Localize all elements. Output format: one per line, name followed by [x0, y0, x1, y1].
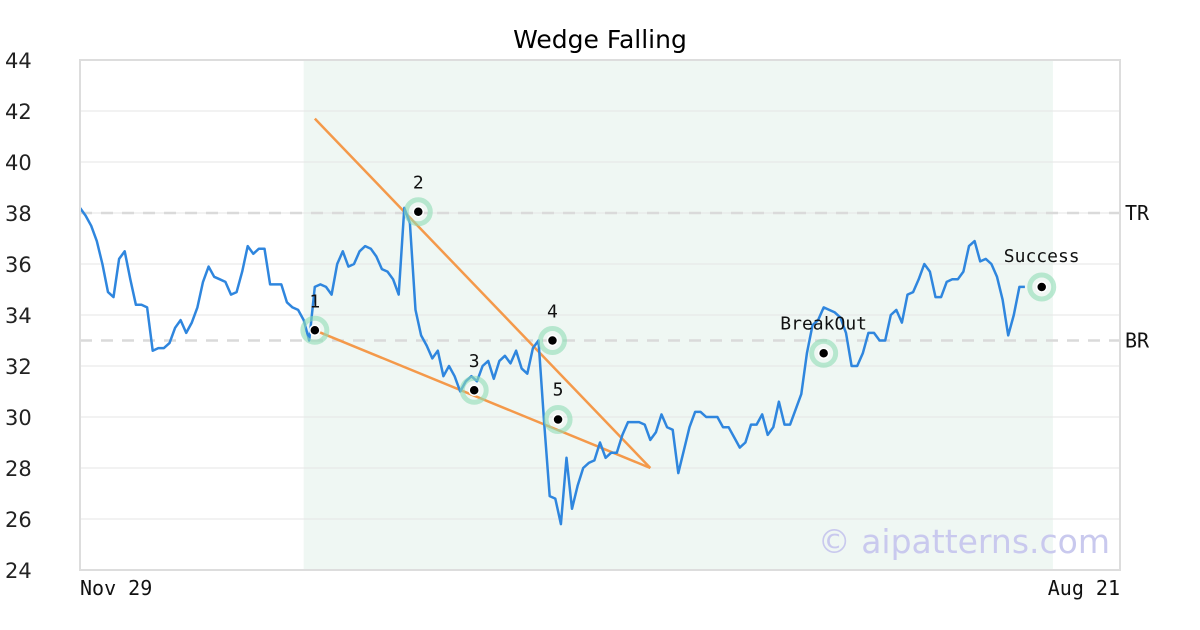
- y-tick-label: 44: [5, 49, 32, 73]
- point-halo: [537, 326, 567, 355]
- pattern-point: [468, 384, 480, 396]
- point-label: 1: [309, 291, 320, 312]
- pattern-point: [817, 347, 830, 359]
- point-label: 3: [469, 351, 480, 372]
- y-tick-label: 24: [5, 559, 32, 583]
- y-tick-label: 40: [5, 151, 32, 175]
- reference-line-label: BR: [1125, 329, 1150, 353]
- point-halo: [403, 197, 433, 227]
- point-halo: [459, 375, 489, 405]
- watermark: © aipatterns.com: [818, 522, 1110, 561]
- pattern-points: 1 2 3 4 5 BreakOut Success: [300, 173, 1080, 435]
- y-tick-label: 30: [5, 406, 32, 430]
- pattern-point: [412, 205, 425, 218]
- y-tick-label: 26: [5, 508, 32, 532]
- point-label: 4: [547, 302, 558, 323]
- y-tick-label: 36: [5, 253, 32, 277]
- price-line: [78, 206, 1025, 526]
- pattern-point: [552, 413, 564, 426]
- y-tick-label: 34: [5, 304, 32, 328]
- point-halo: [543, 405, 573, 435]
- y-tick-label: 32: [5, 355, 32, 379]
- chart-title: Wedge Falling: [513, 25, 687, 54]
- point-label: Success: [1004, 246, 1080, 267]
- pattern-point: [546, 334, 559, 347]
- y-tick-label: 42: [5, 100, 32, 124]
- point-halo: [300, 315, 330, 345]
- point-halo: [1027, 272, 1057, 302]
- point-label: BreakOut: [780, 313, 867, 334]
- point-halo: [809, 338, 839, 368]
- reference-line-label: TR: [1125, 201, 1150, 225]
- pattern-point: [309, 324, 321, 337]
- x-tick-label: Aug 21: [1048, 576, 1120, 600]
- plot-frame: [79, 59, 1121, 571]
- pattern-point: [1035, 281, 1048, 293]
- x-tick-label: Nov 29: [80, 576, 152, 600]
- y-axis-ticks: 24 26 28 30 32 34 36 38 40 42 44: [5, 49, 32, 583]
- y-tick-label: 38: [5, 202, 32, 226]
- x-axis-ticks: Nov 29 Aug 21: [80, 576, 1120, 600]
- y-tick-label: 28: [5, 457, 32, 481]
- point-label: 2: [413, 173, 424, 194]
- point-label: 5: [553, 380, 564, 401]
- reference-lines: TR BR: [80, 201, 1150, 353]
- trend-line: [313, 117, 652, 469]
